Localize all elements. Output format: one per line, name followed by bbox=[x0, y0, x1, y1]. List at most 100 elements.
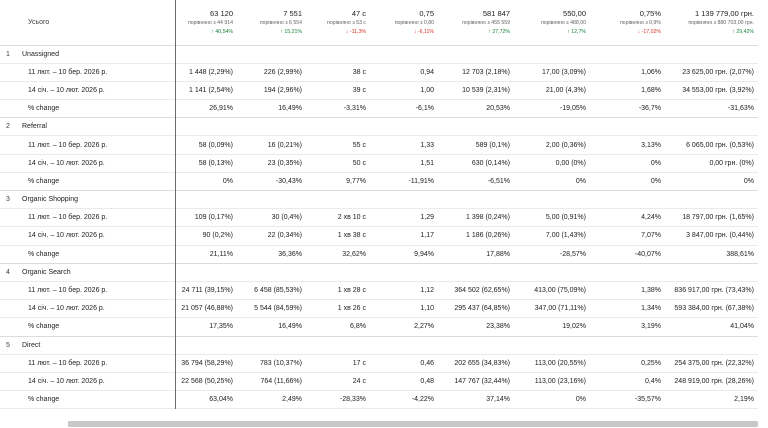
table-row[interactable]: % change 21,11% 36,36% 32,62% 9,94% 17,88% -28… bbox=[0, 245, 758, 264]
metric-cell: 18 797,00 грн. (1,65%) bbox=[682, 214, 754, 222]
metric-cell: 4,24% bbox=[641, 214, 661, 222]
empty-cell bbox=[514, 118, 590, 136]
metric-cell: 36 794 (58,29%) bbox=[181, 359, 233, 367]
group-label[interactable]: 2 Referral bbox=[0, 117, 176, 136]
total-value: 1 139 779,00 грн. bbox=[694, 9, 754, 18]
table-row[interactable]: 11 лют. – 10 бер. 2026 р. 36 794 (58,29%)… bbox=[0, 354, 758, 373]
metric-cell: 58 (0,09%) bbox=[198, 141, 233, 149]
empty-cell bbox=[175, 336, 237, 354]
empty-cell bbox=[514, 45, 590, 63]
metric-cell: 147 767 (32,44%) bbox=[454, 377, 510, 385]
metric-cell: 23,38% bbox=[486, 323, 510, 331]
row-label-cell: 11 лют. – 10 бер. 2026 р. bbox=[0, 63, 176, 82]
group-label[interactable]: 5 Direct bbox=[0, 336, 176, 355]
group-row[interactable]: 5 Direct bbox=[0, 336, 758, 355]
table-row[interactable]: 11 лют. – 10 бер. 2026 р. 24 711 (39,15%)… bbox=[0, 281, 758, 300]
totals-cell: 0,75 порівняно з 0,80 ↓ -6,11% bbox=[370, 0, 438, 45]
metric-cell: 0% bbox=[743, 177, 754, 185]
total-compare: порівняно з 455 559 bbox=[462, 20, 510, 26]
metric-cell: 113,00 (20,55%) bbox=[534, 359, 586, 367]
group-label[interactable]: 1 Unassigned bbox=[0, 45, 176, 64]
metric-cell: -36,7% bbox=[638, 105, 661, 113]
table-row[interactable]: 11 лют. – 10 бер. 2026 р. 109 (0,17%) 30 (… bbox=[0, 208, 758, 227]
metric-cell: 3,13% bbox=[641, 141, 661, 149]
metric-cell: 20,53% bbox=[486, 105, 510, 113]
group-row[interactable]: 2 Referral bbox=[0, 117, 758, 136]
table-row[interactable]: % change 0% -30,43% 9,77% -11,91% -6,51% 0% 0% 0… bbox=[0, 172, 758, 191]
table-row[interactable]: 11 лют. – 10 бер. 2026 р. 58 (0,09%) 16 (0… bbox=[0, 135, 758, 155]
empty-cell bbox=[665, 118, 758, 136]
row-label-cell: 11 лют. – 10 бер. 2026 р. bbox=[0, 135, 176, 155]
table-row[interactable]: 14 січ. – 10 лют. 2026 р. 21 057 (46,88%)… bbox=[0, 299, 758, 318]
empty-cell bbox=[438, 45, 514, 63]
totals-cell: 47 с порівняно з 53 с ↓ -11,3% bbox=[306, 0, 370, 45]
metric-cell: 1 хв 28 с bbox=[337, 287, 366, 295]
metric-cell: 836 917,00 грн. (73,43%) bbox=[674, 287, 754, 295]
metric-cell: 5,00 (0,91%) bbox=[545, 214, 586, 222]
total-value: 0,75 bbox=[419, 9, 434, 18]
group-name: Organic Search bbox=[22, 268, 71, 276]
group-label[interactable]: 3 Organic Shopping bbox=[0, 190, 176, 209]
group-name: Organic Shopping bbox=[22, 196, 79, 204]
metric-cell: -19,05% bbox=[559, 105, 586, 113]
metric-cell: 21,00 (4,3%) bbox=[545, 86, 586, 94]
totals-row: Усього 63 120 порівняно з 44 914 ↑ 40,54% 7… bbox=[0, 0, 758, 45]
metric-cell: 0,46 bbox=[420, 359, 434, 367]
table-row[interactable]: 14 січ. – 10 лют. 2026 р. 90 (0,2%) 22 (0,… bbox=[0, 226, 758, 246]
empty-cell bbox=[306, 118, 370, 136]
metric-cell: 5 544 (84,59%) bbox=[254, 305, 302, 313]
totals-cell: 550,00 порівняно з 488,00 ↑ 12,7% bbox=[514, 0, 590, 45]
empty-cell bbox=[175, 118, 237, 136]
row-label: % change bbox=[28, 177, 60, 185]
metric-cell: 0,00 (0%) bbox=[555, 159, 586, 167]
metric-cell: 9,77% bbox=[346, 177, 366, 185]
metric-cell: -31,63% bbox=[727, 105, 754, 113]
metric-cell: 113,00 (23,16%) bbox=[534, 377, 586, 385]
metric-cell: 58 (0,13%) bbox=[198, 159, 233, 167]
total-compare: порівняно з 0,80 bbox=[394, 20, 434, 26]
table-row[interactable]: 14 січ. – 10 лют. 2026 р. 22 568 (50,25%)… bbox=[0, 372, 758, 391]
metric-cell: 2,27% bbox=[414, 323, 434, 331]
group-label[interactable]: 4 Organic Search bbox=[0, 263, 176, 282]
group-row[interactable]: 1 Unassigned bbox=[0, 45, 758, 64]
empty-cell bbox=[306, 45, 370, 63]
table-row[interactable]: % change 17,35% 16,49% 6,8% 2,27% 23,38% 19,02… bbox=[0, 317, 758, 336]
metric-cell: 1 хв 26 с bbox=[337, 305, 366, 313]
metric-cell: 90 (0,2%) bbox=[202, 232, 233, 240]
metric-cell: 0% bbox=[222, 177, 233, 185]
metric-cell: 55 с bbox=[352, 141, 366, 149]
empty-cell bbox=[370, 191, 438, 209]
horizontal-scrollbar-thumb[interactable] bbox=[68, 421, 758, 427]
empty-cell bbox=[237, 191, 306, 209]
metric-cell: 593 384,00 грн. (67,38%) bbox=[674, 305, 754, 313]
total-delta: ↑ 12,7% bbox=[567, 29, 586, 35]
group-row[interactable]: 3 Organic Shopping bbox=[0, 190, 758, 209]
metric-cell: 194 (2,96%) bbox=[263, 86, 302, 94]
table-row[interactable]: 14 січ. – 10 лют. 2026 р. 58 (0,13%) 23 (0… bbox=[0, 154, 758, 173]
metric-cell: 630 (0,14%) bbox=[471, 159, 510, 167]
empty-cell bbox=[370, 263, 438, 281]
total-delta: ↓ -17,02% bbox=[637, 29, 661, 35]
metric-cell: 24 711 (39,15%) bbox=[181, 287, 233, 295]
table-row[interactable]: 14 січ. – 10 лют. 2026 р. 1 141 (2,54%) 19… bbox=[0, 81, 758, 100]
metric-cell: 37,14% bbox=[486, 396, 510, 404]
table-row[interactable]: 11 лют. – 10 бер. 2026 р. 1 448 (2,29%) 22… bbox=[0, 63, 758, 82]
metric-cell: 413,00 (75,09%) bbox=[534, 287, 586, 295]
metric-cell: 50 с bbox=[352, 159, 366, 167]
empty-cell bbox=[590, 45, 665, 63]
metric-cell: 17,88% bbox=[486, 250, 510, 258]
table-row[interactable]: % change 26,91% 16,49% -3,31% -6,1% 20,53% -19… bbox=[0, 99, 758, 118]
row-label: 14 січ. – 10 лют. 2026 р. bbox=[28, 159, 105, 167]
row-label: 11 лют. – 10 бер. 2026 р. bbox=[28, 359, 108, 367]
totals-cell: 1 139 779,00 грн. порівняно з 880 703,00 … bbox=[665, 0, 758, 45]
table-row[interactable]: % change 63,04% 2,49% -28,33% -4,22% 37,14% 0%… bbox=[0, 390, 758, 409]
metric-cell: 0,4% bbox=[645, 377, 661, 385]
row-label-cell: 11 лют. – 10 бер. 2026 р. bbox=[0, 281, 176, 300]
metric-cell: 3,19% bbox=[641, 323, 661, 331]
metric-cell: 1 186 (0,26%) bbox=[466, 232, 510, 240]
group-row[interactable]: 4 Organic Search bbox=[0, 263, 758, 282]
total-compare: порівняно з 880 703,00 грн. bbox=[688, 20, 754, 26]
metric-cell: 364 502 (62,65%) bbox=[454, 287, 510, 295]
row-label: 11 лют. – 10 бер. 2026 р. bbox=[28, 141, 108, 149]
empty-cell bbox=[438, 263, 514, 281]
